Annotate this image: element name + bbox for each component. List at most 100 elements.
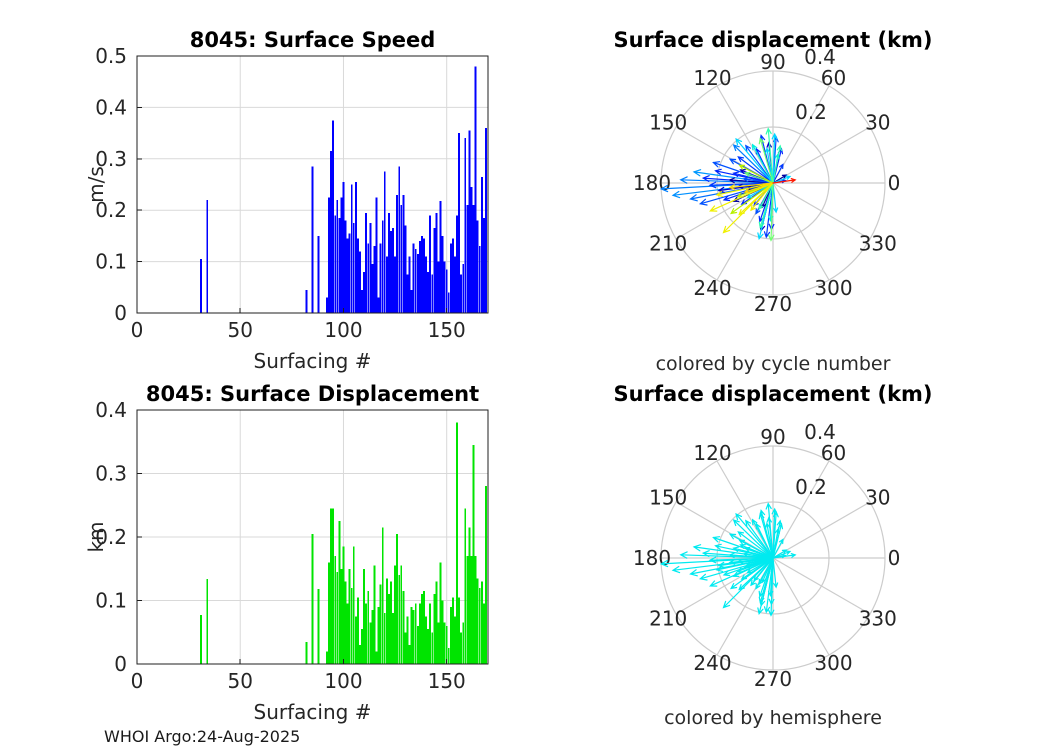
bar bbox=[338, 217, 341, 313]
displacement-vector bbox=[751, 143, 774, 184]
displacement-vector bbox=[732, 519, 774, 559]
bar bbox=[443, 261, 446, 313]
bar bbox=[474, 556, 477, 664]
angle-tick-label: 180 bbox=[633, 171, 671, 195]
y-axis-label: km bbox=[84, 521, 108, 552]
displacement-vector bbox=[744, 546, 774, 559]
displacement-vector bbox=[772, 538, 784, 559]
displacement-vector bbox=[772, 553, 797, 559]
bar bbox=[454, 256, 456, 313]
bar bbox=[350, 184, 353, 313]
bar bbox=[328, 197, 330, 313]
displacement-vector bbox=[743, 557, 774, 569]
bar-chart-panel: 0 50 100 150 0 0.1 0.2 0.3 0.4 0.5 8045: Surface S… bbox=[84, 28, 489, 373]
angle-tick-label: 90 bbox=[760, 50, 785, 74]
displacement-vector bbox=[758, 182, 774, 211]
bar bbox=[445, 269, 448, 313]
displacement-vector bbox=[742, 176, 774, 184]
displacement-vector bbox=[771, 507, 778, 559]
angle-tick-label: 150 bbox=[649, 486, 687, 510]
bar bbox=[381, 527, 384, 664]
bar bbox=[433, 228, 436, 313]
bar bbox=[334, 556, 337, 664]
bar bbox=[200, 259, 202, 313]
bar bbox=[410, 606, 413, 664]
bar bbox=[332, 120, 335, 313]
bar-series bbox=[200, 66, 487, 314]
displacement-vector bbox=[771, 132, 778, 184]
bar bbox=[359, 251, 361, 313]
polar-quiver-panel: 03060901201501802102402703003300.20.4Sur… bbox=[613, 382, 932, 729]
displacement-vector bbox=[758, 512, 774, 559]
bar bbox=[466, 556, 469, 664]
displacement-vector bbox=[772, 175, 792, 184]
bar bbox=[383, 613, 386, 664]
displacement-vector bbox=[730, 557, 774, 590]
bar bbox=[311, 533, 314, 664]
displacement-vector bbox=[735, 512, 774, 559]
displacement-vector bbox=[738, 164, 774, 184]
bar bbox=[408, 644, 411, 664]
bar bbox=[356, 597, 359, 664]
y-tick-label: 0.2 bbox=[95, 525, 127, 549]
angle-tick-label: 210 bbox=[649, 607, 687, 631]
bar bbox=[326, 297, 328, 313]
bar bbox=[385, 578, 388, 664]
bar bbox=[348, 568, 351, 664]
bar bbox=[449, 606, 452, 664]
chart-caption: colored by cycle number bbox=[656, 353, 891, 375]
displacement-vector bbox=[735, 137, 774, 184]
bar bbox=[464, 508, 467, 664]
angle-tick-label: 270 bbox=[754, 667, 792, 691]
angle-tick-label: 120 bbox=[693, 66, 731, 90]
bar bbox=[330, 508, 333, 664]
displacement-vector bbox=[715, 557, 774, 572]
bar bbox=[383, 171, 386, 313]
displacement-vector bbox=[737, 531, 774, 559]
bar bbox=[458, 133, 461, 313]
chart-title: 8045: Surface Speed bbox=[190, 28, 436, 52]
bar bbox=[390, 581, 392, 664]
bar bbox=[336, 199, 339, 313]
displacement-vector bbox=[728, 182, 774, 190]
bar bbox=[390, 230, 392, 313]
bar bbox=[441, 600, 444, 664]
bar bbox=[373, 246, 376, 313]
y-tick-label: 0.4 bbox=[95, 95, 127, 119]
displacement-vector bbox=[772, 144, 783, 184]
bar bbox=[350, 587, 353, 664]
quiver-arrows bbox=[659, 127, 797, 242]
bar bbox=[447, 292, 450, 313]
angle-tick-label: 270 bbox=[754, 292, 792, 316]
displacement-vector bbox=[758, 137, 774, 184]
bar bbox=[423, 238, 425, 313]
displacement-vector bbox=[728, 557, 774, 565]
angle-tick-label: 150 bbox=[649, 111, 687, 135]
displacement-vector bbox=[758, 557, 774, 586]
radius-tick-label: 0.2 bbox=[795, 100, 827, 124]
bar bbox=[379, 584, 382, 665]
bar bbox=[354, 616, 357, 665]
bar bbox=[394, 256, 397, 313]
bar bbox=[468, 130, 471, 313]
displacement-vector bbox=[768, 557, 775, 617]
angle-tick-label: 330 bbox=[859, 232, 897, 256]
bar bbox=[437, 261, 440, 313]
bar bbox=[330, 151, 333, 313]
angle-tick-label: 30 bbox=[865, 111, 890, 135]
bar bbox=[464, 138, 467, 313]
bar bbox=[460, 274, 463, 313]
bar bbox=[342, 181, 345, 313]
displacement-vector bbox=[732, 171, 774, 184]
bar bbox=[466, 205, 469, 313]
bar bbox=[443, 622, 446, 664]
bar bbox=[429, 215, 432, 313]
bar bbox=[206, 199, 209, 313]
bar bbox=[305, 641, 308, 664]
x-tick-label: 0 bbox=[131, 669, 144, 693]
bar bbox=[439, 200, 442, 313]
bar bbox=[367, 590, 370, 664]
polar-quiver-panel: 03060901201501802102402703003300.20.4Sur… bbox=[613, 28, 932, 375]
displacement-vector bbox=[772, 182, 779, 214]
